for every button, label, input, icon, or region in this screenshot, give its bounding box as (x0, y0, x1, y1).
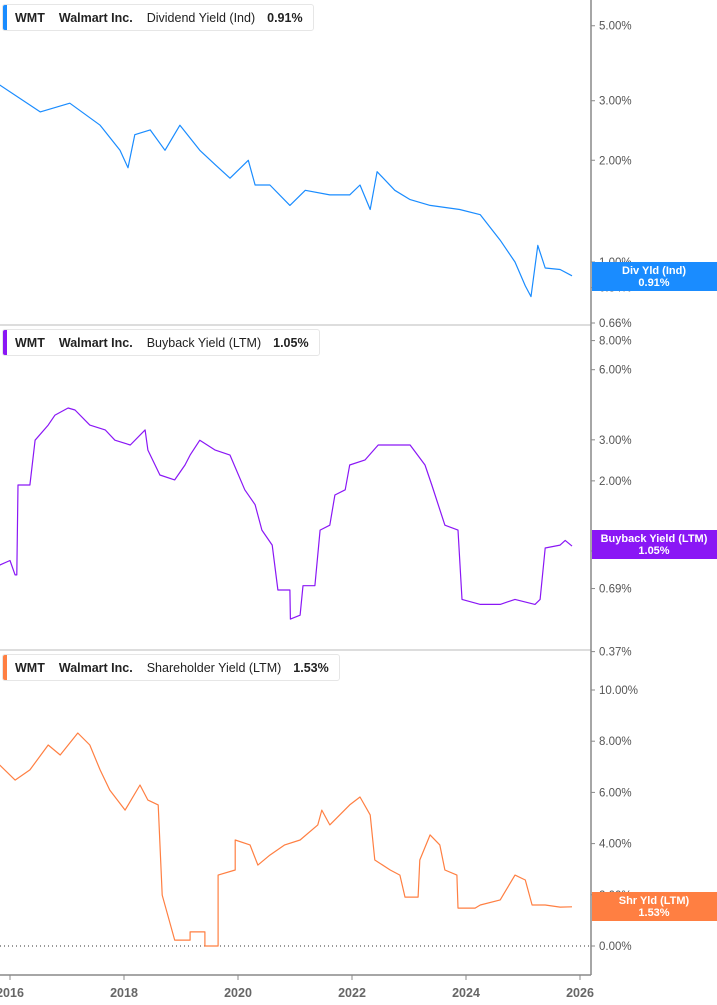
ticker: WMT (15, 10, 45, 25)
x-tick-label: 2016 (0, 986, 24, 1000)
y-tick-label: 2.00% (599, 476, 632, 488)
metric-value: 1.53% (293, 660, 329, 675)
metric-name: Dividend Yield (Ind) (146, 10, 256, 25)
company-name: Walmart Inc. (58, 10, 133, 25)
y-tick-label: 0.37% (599, 647, 632, 659)
y-tick-label: 4.00% (599, 839, 632, 851)
series-color-bar (3, 330, 7, 355)
series-line-2 (0, 732, 573, 947)
legend-dividend-yield[interactable]: WMT Walmart Inc. Dividend Yield (Ind) 0.… (2, 4, 314, 31)
y-tick-label: 0.66% (599, 318, 632, 330)
metric-name: Buyback Yield (LTM) (146, 335, 262, 350)
metric-value: 1.05% (273, 335, 309, 350)
metric-value: 0.91% (267, 10, 303, 25)
series-color-bar (3, 655, 7, 680)
x-tick-label: 2024 (452, 986, 480, 1000)
value-tag-background (592, 530, 717, 559)
metric-name: Shareholder Yield (LTM) (146, 660, 282, 675)
series-color-bar (3, 5, 7, 30)
ticker: WMT (15, 335, 45, 350)
value-tag: Div Yld (Ind)0.91% (592, 262, 717, 291)
y-tick-label: 6.00% (599, 365, 632, 377)
value-tag-value: 1.05% (638, 545, 669, 557)
value-tag-value: 0.91% (638, 277, 669, 289)
y-tick-label: 8.00% (599, 336, 632, 348)
value-tag: Shr Yld (LTM)1.53% (592, 892, 717, 921)
value-tag-label: Buyback Yield (LTM) (601, 533, 708, 545)
legend-buyback-yield[interactable]: WMT Walmart Inc. Buyback Yield (LTM) 1.0… (2, 329, 320, 356)
value-tag-label: Div Yld (Ind) (622, 265, 686, 277)
company-name: Walmart Inc. (58, 335, 133, 350)
ticker: WMT (15, 660, 45, 675)
value-tag-value: 1.53% (638, 907, 669, 919)
value-tag-background (592, 262, 717, 291)
y-tick-label: 3.00% (599, 96, 632, 108)
value-tag-background (592, 892, 717, 921)
y-tick-label: 6.00% (599, 787, 632, 799)
y-tick-label: 0.00% (599, 941, 632, 953)
y-tick-label: 3.00% (599, 435, 632, 447)
legend-shareholder-yield[interactable]: WMT Walmart Inc. Shareholder Yield (LTM)… (2, 654, 340, 681)
value-tag: Buyback Yield (LTM)1.05% (592, 530, 717, 559)
x-tick-label: 2018 (110, 986, 138, 1000)
x-tick-label: 2022 (338, 986, 366, 1000)
series-line-0 (0, 84, 573, 298)
x-tick-label: 2026 (566, 986, 594, 1000)
value-tag-label: Shr Yld (LTM) (619, 895, 690, 907)
series-line-1 (0, 407, 573, 620)
x-tick-label: 2020 (224, 986, 252, 1000)
y-tick-label: 10.00% (599, 685, 638, 697)
y-tick-label: 8.00% (599, 736, 632, 748)
y-tick-label: 2.00% (599, 155, 632, 167)
company-name: Walmart Inc. (58, 660, 133, 675)
y-tick-label: 0.69% (599, 584, 632, 596)
y-tick-label: 5.00% (599, 21, 632, 33)
